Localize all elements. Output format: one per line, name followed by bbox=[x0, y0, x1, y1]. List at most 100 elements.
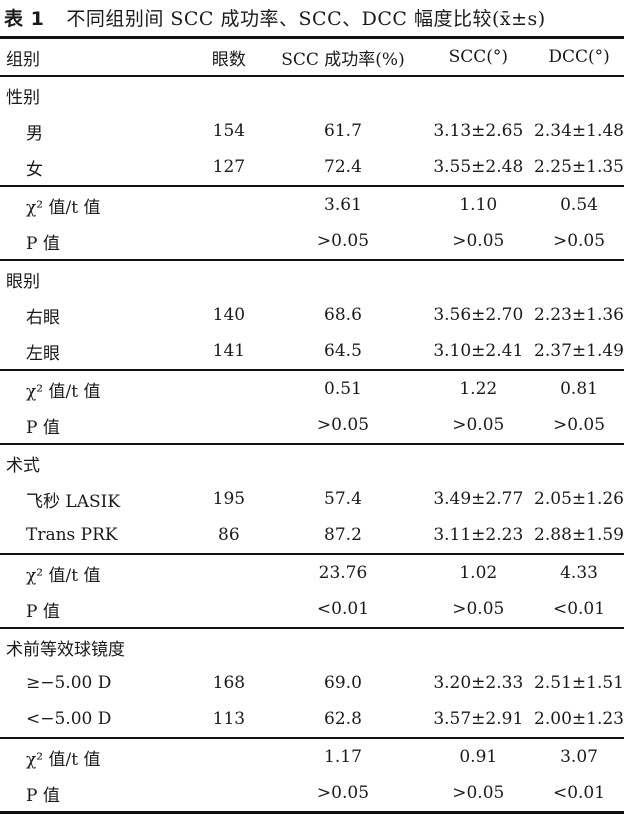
group-name: 术式 bbox=[6, 455, 40, 476]
empty-cell bbox=[194, 370, 263, 407]
dcc-value: 2.25±1.35 bbox=[534, 157, 624, 177]
stat-label: P 值 bbox=[26, 233, 60, 254]
table-row: <−5.00 D 113 62.8 3.57±2.91 2.00±1.23 bbox=[0, 701, 624, 738]
empty-cell bbox=[263, 76, 422, 113]
table-row: Trans PRK 86 87.2 3.11±2.23 2.88±1.59 bbox=[0, 517, 624, 554]
dcc-value: 2.00±1.23 bbox=[534, 709, 624, 729]
dcc-stat: >0.05 bbox=[552, 231, 606, 251]
empty-cell bbox=[194, 554, 263, 591]
row-label: <−5.00 D bbox=[26, 709, 112, 729]
table-row: ≥−5.00 D 168 69.0 3.20±2.33 2.51±1.51 bbox=[0, 665, 624, 701]
empty-cell bbox=[534, 76, 624, 113]
group-header-row: 术前等效球镜度 bbox=[0, 628, 624, 665]
empty-cell bbox=[194, 76, 263, 113]
header-row: 组别 眼数 SCC 成功率(%) SCC(°) DCC(°) bbox=[0, 37, 624, 76]
scc-rate-stat: >0.05 bbox=[316, 231, 370, 251]
dcc-value: 2.23±1.36 bbox=[534, 305, 624, 325]
empty-cell bbox=[423, 260, 535, 297]
scc-stat: >0.05 bbox=[452, 231, 505, 251]
table-title: 不同组别间 SCC 成功率、SCC、DCC 幅度比较 bbox=[66, 8, 492, 30]
group-name: 眼别 bbox=[6, 271, 40, 292]
group-header-row: 性别 bbox=[0, 76, 624, 113]
col-header-scc-rate: SCC 成功率(%) bbox=[281, 49, 405, 70]
dcc-stat: <0.01 bbox=[552, 783, 606, 803]
eye-count: 127 bbox=[212, 157, 246, 177]
dcc-stat: <0.01 bbox=[552, 599, 606, 619]
eye-count: 86 bbox=[218, 525, 240, 545]
scc-stat: 1.22 bbox=[459, 379, 498, 399]
scc-value: 3.49±2.77 bbox=[433, 489, 524, 509]
eye-count: 141 bbox=[212, 341, 246, 361]
col-header-eyes: 眼数 bbox=[211, 49, 246, 70]
scc-stat: >0.05 bbox=[452, 599, 505, 619]
p-value-row: P 值 >0.05 >0.05 >0.05 bbox=[0, 407, 624, 444]
row-label: ≥−5.00 D bbox=[26, 673, 112, 693]
scc-stat: 1.02 bbox=[459, 563, 498, 583]
empty-cell bbox=[534, 628, 624, 665]
scc-success-rate: 64.5 bbox=[324, 341, 362, 361]
table-row: 女 127 72.4 3.55±2.48 2.25±1.35 bbox=[0, 149, 624, 186]
stat-label: P 值 bbox=[26, 417, 60, 438]
stat-label: χ² 值/t 值 bbox=[26, 565, 101, 586]
test-statistic-row: χ² 值/t 值 3.61 1.10 0.54 bbox=[0, 186, 624, 223]
row-label: 女 bbox=[26, 159, 43, 180]
p-value-row: P 值 >0.05 >0.05 >0.05 bbox=[0, 223, 624, 260]
dcc-value: 2.88±1.59 bbox=[534, 525, 624, 545]
dcc-stat: >0.05 bbox=[552, 415, 606, 435]
scc-value: 3.11±2.23 bbox=[433, 525, 524, 545]
col-header-dcc: DCC(°) bbox=[548, 47, 610, 67]
empty-cell bbox=[534, 444, 624, 481]
p-value-row: P 值 <0.01 >0.05 <0.01 bbox=[0, 591, 624, 628]
table-row: 左眼 141 64.5 3.10±2.41 2.37±1.49 bbox=[0, 333, 624, 370]
scc-rate-stat: 23.76 bbox=[318, 563, 368, 583]
test-statistic-row: χ² 值/t 值 23.76 1.02 4.33 bbox=[0, 554, 624, 591]
eye-count: 168 bbox=[212, 673, 246, 693]
dcc-value: 2.34±1.48 bbox=[534, 121, 624, 141]
empty-cell bbox=[194, 223, 263, 260]
eye-count: 195 bbox=[212, 489, 246, 509]
scc-rate-stat: 0.51 bbox=[324, 379, 362, 399]
empty-cell bbox=[423, 444, 535, 481]
comparison-table: 组别 眼数 SCC 成功率(%) SCC(°) DCC(°) 性别男 154 61.… bbox=[0, 36, 624, 814]
empty-cell bbox=[194, 444, 263, 481]
group-name: 术前等效球镜度 bbox=[6, 639, 125, 660]
col-header-scc: SCC(°) bbox=[448, 47, 509, 67]
row-label: 左眼 bbox=[26, 343, 60, 364]
stat-label: P 值 bbox=[26, 785, 60, 806]
empty-cell bbox=[263, 260, 422, 297]
scc-value: 3.56±2.70 bbox=[433, 305, 524, 325]
scc-value: 3.13±2.65 bbox=[433, 121, 524, 141]
scc-rate-stat: >0.05 bbox=[316, 415, 370, 435]
empty-cell bbox=[423, 76, 535, 113]
test-statistic-row: χ² 值/t 值 1.17 0.91 3.07 bbox=[0, 738, 624, 775]
scc-rate-stat: >0.05 bbox=[316, 783, 370, 803]
group-name: 性别 bbox=[6, 87, 40, 108]
scc-value: 3.55±2.48 bbox=[433, 157, 524, 177]
scc-rate-stat: <0.01 bbox=[316, 599, 370, 619]
col-header-group: 组别 bbox=[6, 49, 40, 70]
dcc-value: 2.51±1.51 bbox=[534, 673, 624, 693]
dcc-stat: 3.07 bbox=[560, 747, 598, 767]
empty-cell bbox=[194, 738, 263, 775]
empty-cell bbox=[194, 186, 263, 223]
stat-label: χ² 值/t 值 bbox=[26, 197, 101, 218]
scc-rate-stat: 1.17 bbox=[324, 747, 362, 767]
scc-stat: 1.10 bbox=[459, 195, 498, 215]
row-label: 右眼 bbox=[26, 307, 60, 328]
scc-success-rate: 62.8 bbox=[324, 709, 362, 729]
dcc-value: 2.37±1.49 bbox=[534, 341, 624, 361]
table-number: 表 1 bbox=[4, 8, 45, 30]
group-header-row: 术式 bbox=[0, 444, 624, 481]
empty-cell bbox=[534, 260, 624, 297]
table-caption: 表 1 不同组别间 SCC 成功率、SCC、DCC 幅度比较(x̄±s) bbox=[4, 4, 546, 31]
scc-success-rate: 68.6 bbox=[324, 305, 362, 325]
row-label: 飞秒 LASIK bbox=[26, 491, 121, 512]
scc-rate-stat: 3.61 bbox=[324, 195, 362, 215]
scc-success-rate: 57.4 bbox=[324, 489, 362, 509]
eye-count: 113 bbox=[212, 709, 246, 729]
empty-cell bbox=[194, 775, 263, 813]
stat-label: χ² 值/t 值 bbox=[26, 381, 101, 402]
dcc-stat: 0.54 bbox=[560, 195, 598, 215]
scc-stat: >0.05 bbox=[452, 783, 505, 803]
scc-value: 3.57±2.91 bbox=[433, 709, 524, 729]
